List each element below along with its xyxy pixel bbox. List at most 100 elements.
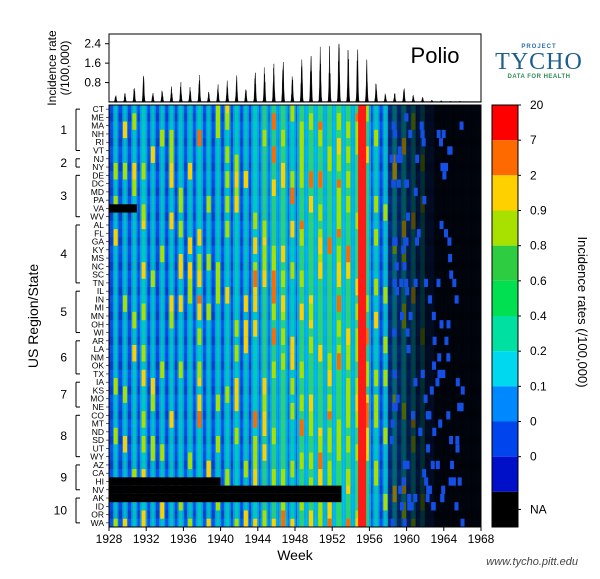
late-case-fleck bbox=[389, 154, 394, 163]
state-label: IN bbox=[96, 294, 105, 304]
colorbar-tick-label: 0.8 bbox=[530, 239, 547, 253]
season-core bbox=[114, 105, 118, 527]
hotspot bbox=[383, 287, 388, 304]
post-vaccine-fade bbox=[453, 105, 463, 527]
state-label: WA bbox=[91, 518, 105, 528]
hotspot bbox=[141, 411, 146, 428]
state-label: MD bbox=[91, 187, 104, 197]
hotspot bbox=[327, 146, 332, 163]
hotspot bbox=[355, 303, 360, 321]
hotspot bbox=[364, 402, 369, 420]
hotspot bbox=[336, 353, 341, 370]
hotspot bbox=[318, 510, 323, 527]
colorbar-tick-label: 0 bbox=[530, 415, 537, 429]
late-case-fleck bbox=[413, 493, 418, 503]
hotspot bbox=[336, 427, 341, 445]
hotspot bbox=[141, 344, 146, 362]
late-case-fleck bbox=[419, 121, 424, 130]
hotspot bbox=[253, 411, 258, 428]
hotspot bbox=[271, 146, 276, 163]
hotspot bbox=[299, 452, 304, 470]
hotspot bbox=[262, 419, 267, 436]
hotspot bbox=[188, 237, 193, 254]
season-core bbox=[151, 105, 155, 527]
late-case-fleck bbox=[440, 493, 445, 503]
hotspot bbox=[132, 344, 137, 362]
no-data-block-ak bbox=[109, 493, 342, 503]
hotspot bbox=[234, 154, 239, 172]
state-label: MI bbox=[95, 303, 104, 313]
colorbar-tick-label: NA bbox=[530, 502, 547, 516]
hotspot bbox=[299, 361, 304, 379]
hotspot bbox=[206, 196, 211, 213]
colorbar-swatch bbox=[492, 316, 518, 352]
late-case-fleck bbox=[447, 237, 452, 246]
season-core bbox=[290, 105, 295, 527]
colorbar-tick-label: 0.9 bbox=[530, 204, 547, 218]
hotspot bbox=[290, 518, 295, 527]
colorbar: 20 7 2 0.9 0.8 0.6 0.4 0.2 0.1 0 0 NA Incidence rate… bbox=[491, 98, 590, 528]
hotspot bbox=[355, 328, 360, 345]
hotspot bbox=[160, 245, 165, 263]
late-case-fleck bbox=[389, 435, 394, 445]
late-case-fleck bbox=[460, 518, 465, 527]
state-label: AK bbox=[93, 493, 105, 503]
hotspot bbox=[281, 129, 286, 147]
state-label: HI bbox=[96, 476, 105, 486]
hotspot bbox=[364, 146, 369, 163]
hotspot bbox=[308, 113, 313, 130]
hotspot bbox=[225, 220, 230, 238]
top-y-tick-label: 1.6 bbox=[84, 56, 101, 70]
late-case-fleck bbox=[393, 237, 398, 246]
logo-project-text: PROJECT bbox=[521, 44, 557, 50]
hotspot bbox=[169, 146, 174, 163]
season-core bbox=[244, 105, 248, 527]
state-label: AZ bbox=[93, 460, 104, 470]
hotspot bbox=[141, 262, 146, 279]
colorbar-swatch bbox=[492, 245, 518, 281]
state-label: SC bbox=[92, 270, 104, 280]
late-case-fleck bbox=[457, 477, 462, 486]
hotspot bbox=[374, 229, 379, 246]
hotspot bbox=[383, 204, 388, 221]
hotspot bbox=[281, 328, 286, 345]
hotspot bbox=[336, 154, 341, 172]
x-tick-label: 1956 bbox=[356, 532, 383, 546]
hotspot bbox=[141, 435, 146, 453]
season-core bbox=[123, 105, 127, 527]
hotspot bbox=[197, 129, 202, 147]
hotspot bbox=[336, 113, 341, 130]
state-label: OH bbox=[91, 319, 104, 329]
hotspot bbox=[243, 510, 248, 527]
late-case-fleck bbox=[451, 477, 456, 486]
region-label: 5 bbox=[60, 305, 67, 319]
hotspot bbox=[346, 328, 351, 345]
late-case-fleck bbox=[413, 378, 418, 387]
colorbar-tick-label: 7 bbox=[530, 133, 537, 147]
late-case-fleck bbox=[455, 378, 460, 387]
hotspot bbox=[113, 518, 118, 527]
late-case-fleck bbox=[401, 477, 406, 486]
state-label: WV bbox=[90, 212, 104, 222]
hotspot bbox=[262, 444, 267, 461]
season-core bbox=[345, 105, 351, 527]
late-case-fleck bbox=[407, 502, 412, 511]
vaccine-introduction-line bbox=[358, 105, 367, 527]
hotspot bbox=[132, 113, 137, 130]
hotspot bbox=[253, 270, 258, 288]
late-case-fleck bbox=[455, 435, 460, 445]
late-case-fleck bbox=[424, 477, 429, 486]
hotspot bbox=[141, 303, 146, 321]
late-case-fleck bbox=[459, 402, 464, 412]
x-tick-label: 1928 bbox=[96, 532, 123, 546]
hotspot bbox=[327, 394, 332, 412]
season-core bbox=[225, 105, 230, 527]
season-core bbox=[253, 105, 258, 527]
hotspot bbox=[374, 394, 379, 412]
late-case-fleck bbox=[404, 278, 409, 288]
hotspot bbox=[225, 386, 230, 403]
late-case-fleck bbox=[395, 394, 400, 403]
hotspot bbox=[234, 394, 239, 412]
hotspot bbox=[355, 278, 360, 296]
